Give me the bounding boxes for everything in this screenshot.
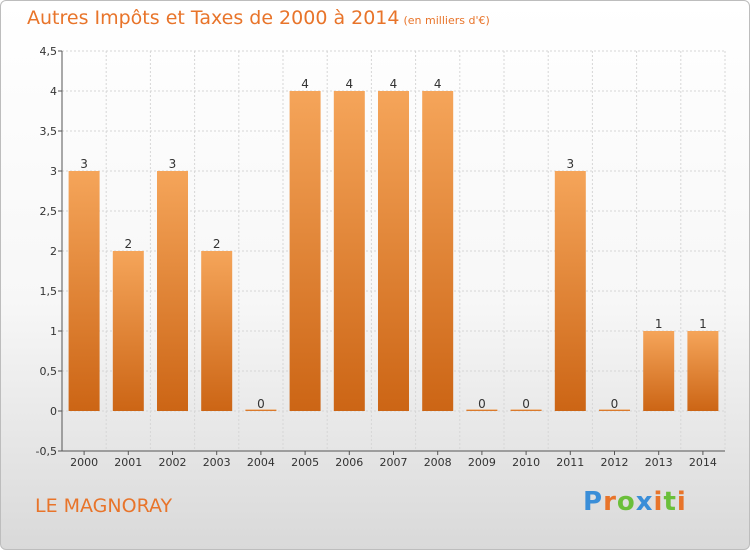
y-tick-label: 0,5: [40, 365, 58, 378]
data-label-2009: 0: [478, 397, 486, 411]
x-tick-label-2002: 2002: [159, 456, 187, 469]
bar-2007[interactable]: [378, 91, 409, 411]
proxiti-logo[interactable]: Proxiti: [583, 487, 687, 517]
chart-title: Autres Impôts et Taxes de 2000 à 2014 (en…: [27, 7, 490, 29]
data-label-2007: 4: [390, 77, 398, 91]
y-tick-label: 1: [50, 325, 57, 338]
logo-letter: i: [653, 487, 664, 517]
y-tick-label: 3,5: [40, 125, 58, 138]
bar-2009[interactable]: [466, 409, 498, 412]
y-tick-label: 0: [50, 405, 57, 418]
bar-2013[interactable]: [643, 331, 675, 411]
x-tick-label-2013: 2013: [645, 456, 673, 469]
x-tick-label-2011: 2011: [556, 456, 584, 469]
x-tick-label-2010: 2010: [512, 456, 540, 469]
x-tick-label-2004: 2004: [247, 456, 275, 469]
bar-2000[interactable]: [68, 171, 100, 411]
x-tick-label-2008: 2008: [424, 456, 452, 469]
data-label-2001: 2: [124, 237, 132, 251]
data-label-2003: 2: [213, 237, 221, 251]
logo-letter: x: [635, 487, 654, 517]
data-labels: 3 2 3 2 0 4 4 4 4 0 0 3 0 1 1: [80, 77, 706, 411]
bar-2010[interactable]: [510, 409, 542, 412]
data-label-2012: 0: [611, 397, 619, 411]
x-tick-label-2007: 2007: [380, 456, 408, 469]
logo-letter: o: [616, 487, 636, 517]
y-tick-label: 3: [50, 165, 57, 178]
y-tick-label: 2,5: [40, 205, 58, 218]
y-tick-label: 4,5: [40, 45, 58, 58]
y-tick-label: 1,5: [40, 285, 58, 298]
x-tick-label-2000: 2000: [70, 456, 98, 469]
data-label-2011: 3: [566, 157, 574, 171]
data-label-2006: 4: [345, 77, 353, 91]
y-axis: -0,5 0 0,5 1 1,5 2 2,5 3 3,5 4 4,5: [36, 45, 63, 458]
grid-lines: [61, 50, 726, 452]
bar-2001[interactable]: [112, 251, 144, 411]
x-tick-label-2005: 2005: [291, 456, 319, 469]
x-tick-label-2001: 2001: [114, 456, 142, 469]
bar-2006[interactable]: [333, 91, 365, 411]
y-tick-label: -0,5: [36, 445, 57, 458]
logo-letter: i: [676, 487, 687, 517]
data-label-2008: 4: [434, 77, 442, 91]
data-label-2014: 1: [699, 317, 707, 331]
data-label-2005: 4: [301, 77, 309, 91]
y-tick-label: 4: [50, 85, 57, 98]
data-label-2002: 3: [169, 157, 177, 171]
bar-2011[interactable]: [554, 171, 586, 411]
x-tick-label-2012: 2012: [601, 456, 629, 469]
logo-letter: r: [603, 487, 617, 517]
x-tick-label-2014: 2014: [689, 456, 717, 469]
data-label-2013: 1: [655, 317, 663, 331]
place-name: LE MAGNORAY: [35, 495, 173, 517]
bar-2004[interactable]: [245, 409, 277, 412]
bar-2012[interactable]: [599, 409, 630, 412]
x-axis: 2000 2001 2002 2003 2004 2005 2006 2007 2008 2009…: [62, 450, 725, 469]
logo-letter: t: [663, 487, 677, 517]
data-label-2010: 0: [522, 397, 530, 411]
x-tick-label-2003: 2003: [203, 456, 231, 469]
chart-title-main: Autres Impôts et Taxes de 2000 à 2014: [27, 7, 400, 29]
y-tick-label: 2: [50, 245, 57, 258]
data-label-2004: 0: [257, 397, 265, 411]
x-tick-label-2006: 2006: [335, 456, 363, 469]
data-label-2000: 3: [80, 157, 88, 171]
bar-2008[interactable]: [422, 91, 454, 411]
bar-2014[interactable]: [687, 331, 719, 411]
x-tick-label-2009: 2009: [468, 456, 496, 469]
bar-2002[interactable]: [157, 171, 188, 411]
bars: [68, 91, 719, 412]
logo-letter: P: [583, 487, 604, 517]
bar-2005[interactable]: [289, 91, 321, 411]
bar-2003[interactable]: [201, 251, 233, 411]
chart-title-unit: (en milliers d'€): [403, 14, 490, 27]
